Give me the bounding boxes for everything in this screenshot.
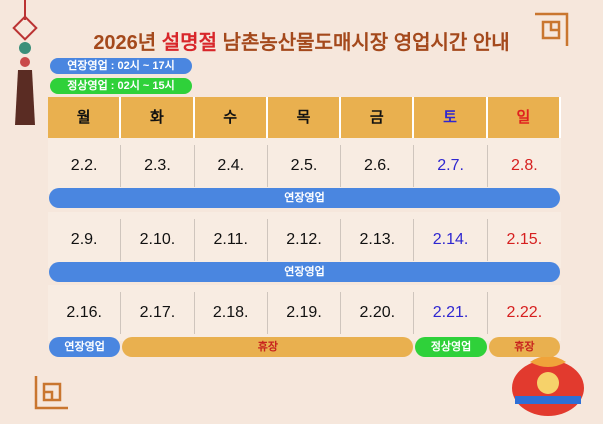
weekday-header: 일 xyxy=(487,97,561,138)
status-band: 휴장 xyxy=(488,337,560,357)
weekday-header: 수 xyxy=(194,97,268,138)
title-year: 2026년 xyxy=(93,32,157,54)
date-cell: 2.22. xyxy=(506,304,543,321)
date-cell: 2.8. xyxy=(511,157,538,174)
weekday-header: 목 xyxy=(267,97,342,138)
date-cell: 2.18. xyxy=(195,292,268,334)
date-cell: 2.5. xyxy=(268,145,342,187)
date-cell: 2.17. xyxy=(121,292,195,334)
date-cell: 2.15. xyxy=(506,231,543,248)
status-band: 연장영업 xyxy=(49,337,121,357)
week-background xyxy=(48,285,561,341)
weekday-header: 화 xyxy=(121,97,195,138)
legend-normal: 정상영업 : 02시 ~ 15시 xyxy=(50,78,192,94)
date-cell: 2.16. xyxy=(48,292,122,334)
date-cell: 2.13. xyxy=(341,219,415,261)
status-band: 연장영업 xyxy=(49,188,560,208)
title-highlight: 설명절 xyxy=(161,32,217,54)
date-cell: 2.4. xyxy=(195,145,268,187)
legend-extended: 연장영업 : 02시 ~ 17시 xyxy=(50,58,192,74)
week-background xyxy=(48,212,561,268)
weekday-header: 금 xyxy=(341,97,415,138)
date-cell: 2.6. xyxy=(341,145,415,187)
lucky-bag xyxy=(512,356,584,416)
week-background xyxy=(48,138,561,194)
weekday-header: 토 xyxy=(414,97,488,138)
status-band: 휴장 xyxy=(122,337,414,357)
date-cell: 2.7. xyxy=(414,145,488,187)
status-band: 정상영업 xyxy=(415,337,487,357)
status-band: 연장영업 xyxy=(49,262,560,282)
date-cell: 2.20. xyxy=(341,292,415,334)
date-cell: 2.2. xyxy=(48,145,122,187)
weekday-header: 월 xyxy=(48,97,122,138)
date-cell: 2.3. xyxy=(121,145,195,187)
date-cell: 2.9. xyxy=(48,219,122,261)
date-cell: 2.19. xyxy=(268,292,342,334)
title: 2026년 설명절 남촌농산물도매시장 영업시간 안내 xyxy=(0,26,603,55)
date-cell: 2.21. xyxy=(414,292,488,334)
date-cell: 2.10. xyxy=(121,219,195,261)
date-cell: 2.12. xyxy=(268,219,342,261)
title-rest: 남촌농산물도매시장 영업시간 안내 xyxy=(222,32,510,54)
date-cell: 2.11. xyxy=(195,219,268,261)
knot-ornament xyxy=(12,0,38,125)
date-cell: 2.14. xyxy=(414,219,488,261)
